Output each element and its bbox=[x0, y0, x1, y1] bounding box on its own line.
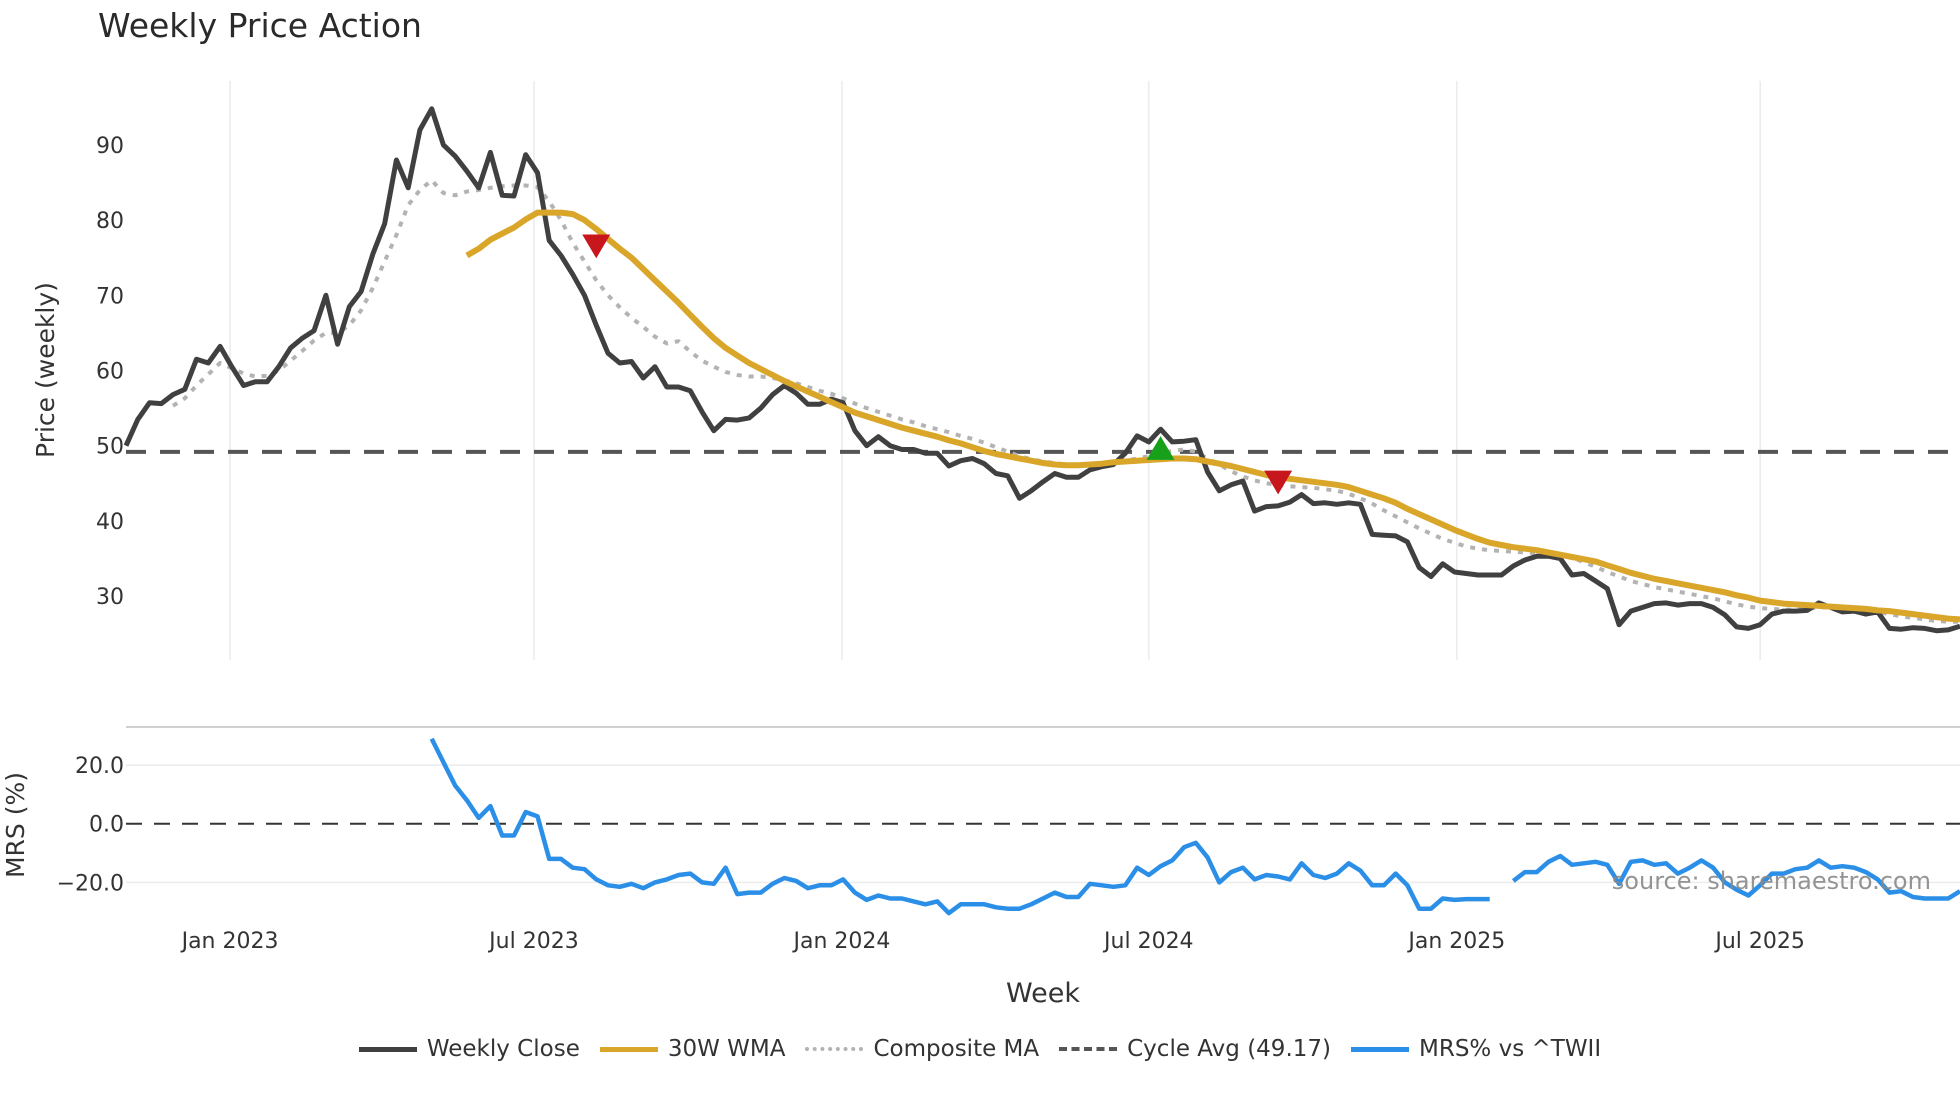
series-mrs-vs-twii bbox=[429, 737, 1960, 916]
x-axis-title: Week bbox=[1006, 978, 1080, 1009]
y-axis-title-lower: MRS (%) bbox=[1, 772, 30, 878]
source-watermark: source: sharemaestro.com bbox=[1612, 867, 1931, 895]
legend-swatch bbox=[358, 1046, 417, 1052]
series-30w-wma bbox=[465, 209, 1960, 623]
sell-signal-marker bbox=[582, 234, 611, 259]
legend-item-30w-wma[interactable]: 30W WMA bbox=[599, 1036, 786, 1062]
legend-swatch bbox=[599, 1046, 658, 1052]
legend-label: Composite MA bbox=[873, 1036, 1040, 1062]
y-tick-label: 90 bbox=[96, 134, 124, 159]
legend-swatch bbox=[805, 1047, 864, 1051]
legend-item-composite-ma[interactable]: Composite MA bbox=[805, 1036, 1039, 1062]
buy-signal-marker bbox=[1146, 436, 1175, 460]
x-tick-label: Jul 2025 bbox=[1713, 929, 1805, 954]
x-tick-label: Jul 2024 bbox=[1102, 929, 1194, 954]
x-tick-label: Jul 2023 bbox=[487, 929, 579, 954]
y-tick-label-lower: 0.0 bbox=[89, 813, 124, 838]
legend-swatch bbox=[1351, 1046, 1409, 1052]
y-tick-label-lower: 20.0 bbox=[75, 754, 124, 779]
legend: Weekly Close 30W WMA Composite MA Cycle … bbox=[0, 1036, 1960, 1062]
legend-label: MRS% vs ^TWII bbox=[1419, 1036, 1602, 1062]
legend-item-cycle-avg[interactable]: Cycle Avg (49.17) bbox=[1059, 1036, 1331, 1062]
y-axis-title: Price (weekly) bbox=[31, 282, 60, 458]
y-tick-label: 30 bbox=[96, 585, 124, 610]
legend-label: Cycle Avg (49.17) bbox=[1127, 1036, 1331, 1062]
y-tick-label: 40 bbox=[96, 510, 124, 535]
series-composite-ma bbox=[171, 178, 1960, 624]
y-tick-label: 80 bbox=[96, 209, 124, 234]
sell-signal-marker bbox=[1264, 470, 1293, 495]
y-tick-label: 50 bbox=[96, 435, 124, 460]
y-tick-label-lower: −20.0 bbox=[57, 871, 124, 896]
x-tick-label: Jan 2023 bbox=[180, 929, 279, 954]
y-tick-label: 60 bbox=[96, 360, 124, 385]
legend-swatch bbox=[1059, 1047, 1118, 1051]
legend-label: 30W WMA bbox=[667, 1036, 786, 1062]
x-tick-label: Jan 2024 bbox=[792, 929, 891, 954]
chart-title: Weekly Price Action bbox=[98, 6, 422, 45]
legend-label: Weekly Close bbox=[426, 1036, 580, 1062]
legend-item-weekly-close[interactable]: Weekly Close bbox=[358, 1036, 580, 1062]
x-tick-label: Jan 2025 bbox=[1406, 929, 1505, 954]
legend-item-mrs[interactable]: MRS% vs ^TWII bbox=[1351, 1036, 1601, 1062]
series-weekly-close bbox=[123, 106, 1960, 634]
y-tick-label: 70 bbox=[96, 284, 124, 309]
